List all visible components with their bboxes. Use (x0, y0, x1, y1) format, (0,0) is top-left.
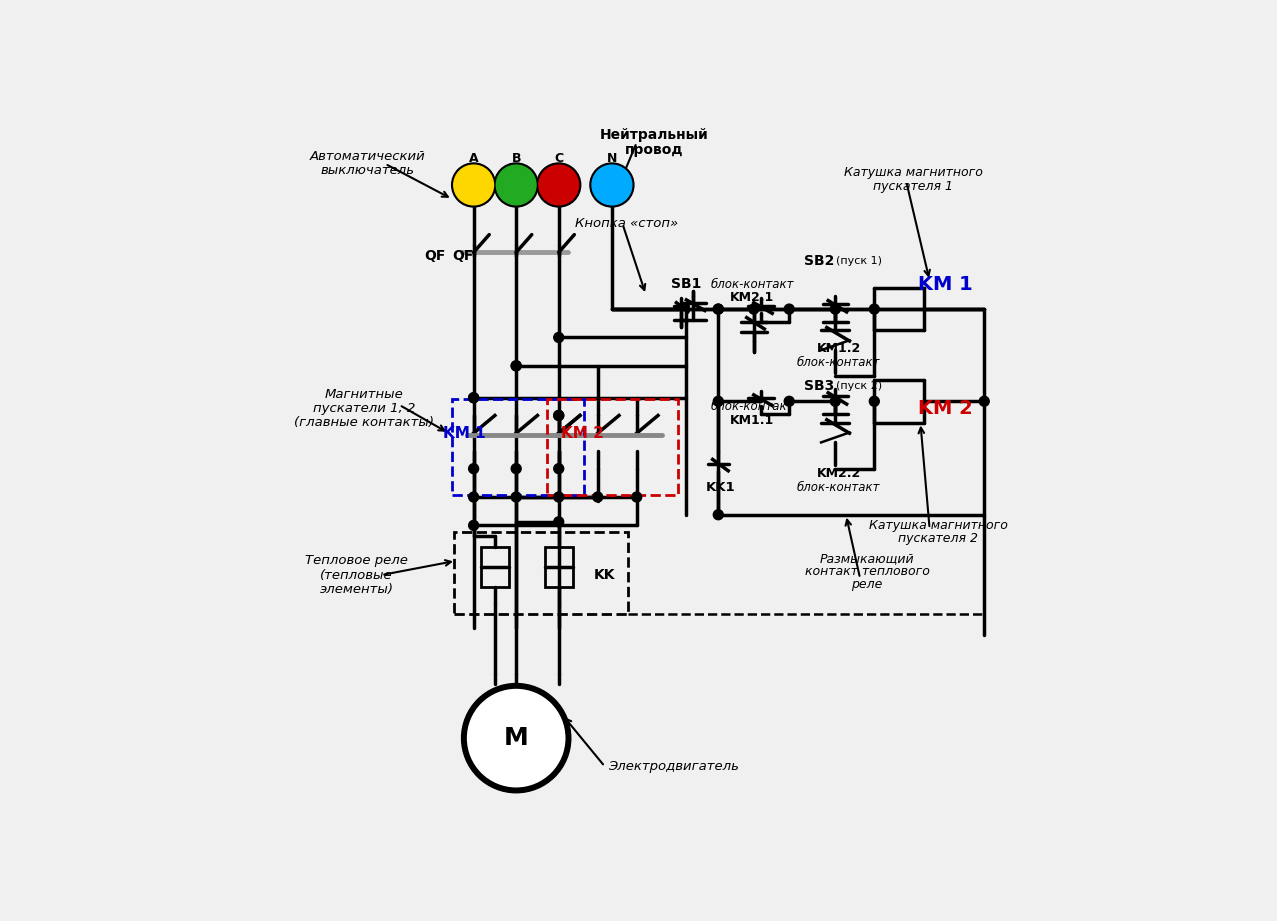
Text: SB3: SB3 (803, 379, 834, 392)
Text: пускатели 1, 2: пускатели 1, 2 (313, 402, 415, 414)
Text: выключатель: выключатель (321, 164, 414, 178)
Text: пускателя 1: пускателя 1 (873, 180, 954, 192)
Text: SB2: SB2 (803, 254, 834, 268)
Text: провод: провод (626, 143, 683, 157)
Text: Катушка магнитного: Катушка магнитного (844, 167, 983, 180)
Text: QF: QF (424, 249, 446, 262)
Circle shape (469, 463, 479, 473)
Text: Тепловое реле: Тепловое реле (305, 554, 409, 567)
Circle shape (497, 165, 536, 204)
Text: N: N (607, 152, 617, 165)
Circle shape (469, 520, 479, 530)
Text: Магнитные: Магнитные (324, 388, 404, 401)
Circle shape (830, 396, 840, 406)
Circle shape (593, 492, 603, 502)
Text: элементы): элементы) (319, 583, 393, 596)
Circle shape (511, 361, 521, 371)
Circle shape (632, 492, 642, 502)
Bar (480, 547, 510, 587)
Circle shape (979, 396, 990, 406)
Text: (пуск 2): (пуск 2) (836, 380, 882, 391)
Circle shape (539, 165, 578, 204)
Text: KM2.2: KM2.2 (817, 467, 861, 480)
Circle shape (714, 304, 723, 314)
Bar (544, 547, 573, 587)
Text: Автоматический: Автоматический (309, 150, 425, 163)
Text: M: M (504, 726, 529, 750)
Circle shape (870, 304, 880, 314)
Text: A: A (469, 152, 479, 165)
Text: KM 2: KM 2 (918, 399, 973, 418)
Circle shape (714, 510, 723, 519)
Circle shape (784, 396, 794, 406)
Circle shape (554, 463, 563, 473)
Circle shape (469, 392, 479, 402)
Circle shape (469, 492, 479, 502)
Circle shape (461, 683, 571, 793)
Text: Размыкающий: Размыкающий (820, 553, 914, 565)
Text: блок-контакт: блок-контакт (797, 356, 881, 368)
Text: KK: KK (594, 568, 616, 582)
Text: KM2.1: KM2.1 (730, 290, 774, 304)
Circle shape (554, 517, 563, 527)
Text: Катушка магнитного: Катушка магнитного (868, 519, 1008, 532)
Text: реле: реле (852, 577, 882, 590)
Text: блок-контакт: блок-контакт (797, 482, 881, 495)
Circle shape (748, 304, 759, 314)
Text: пускателя 2: пускателя 2 (898, 532, 978, 545)
Text: KM 1: KM 1 (918, 274, 973, 294)
Circle shape (870, 396, 880, 406)
Circle shape (784, 304, 794, 314)
Circle shape (494, 163, 538, 207)
Text: KM1.2: KM1.2 (817, 342, 861, 355)
Text: C: C (554, 152, 563, 165)
Bar (547, 399, 678, 495)
Bar (452, 399, 584, 495)
Circle shape (714, 304, 723, 314)
Text: блок-контакт: блок-контакт (710, 278, 794, 291)
Text: (тепловые: (тепловые (321, 568, 393, 581)
Text: SB1: SB1 (672, 277, 701, 291)
Text: контакт теплового: контакт теплового (805, 565, 930, 578)
Text: KM 2: KM 2 (561, 426, 604, 440)
Text: Кнопка «стоп»: Кнопка «стоп» (575, 217, 678, 230)
Circle shape (511, 361, 521, 371)
Text: QF: QF (452, 249, 474, 262)
Circle shape (511, 492, 521, 502)
Circle shape (554, 332, 563, 343)
Circle shape (554, 492, 563, 502)
Circle shape (714, 396, 723, 406)
Circle shape (554, 411, 563, 420)
Circle shape (511, 463, 521, 473)
Text: Нейтральный: Нейтральный (600, 128, 709, 143)
Circle shape (536, 163, 581, 207)
Text: (главные контакты): (главные контакты) (294, 416, 434, 429)
Bar (455, 532, 628, 614)
Circle shape (465, 687, 567, 789)
Circle shape (590, 163, 633, 207)
Circle shape (469, 392, 479, 402)
Circle shape (554, 411, 563, 420)
Text: Электродвигатель: Электродвигатель (608, 760, 739, 773)
Text: B: B (511, 152, 521, 165)
Circle shape (593, 165, 632, 204)
Text: блок-контакт: блок-контакт (710, 401, 794, 414)
Circle shape (830, 304, 840, 314)
Text: KK1: KK1 (705, 482, 736, 495)
Circle shape (453, 165, 493, 204)
Circle shape (452, 163, 495, 207)
Text: (пуск 1): (пуск 1) (836, 256, 882, 266)
Text: KM 1: KM 1 (443, 426, 485, 440)
Text: KM1.1: KM1.1 (730, 414, 774, 427)
